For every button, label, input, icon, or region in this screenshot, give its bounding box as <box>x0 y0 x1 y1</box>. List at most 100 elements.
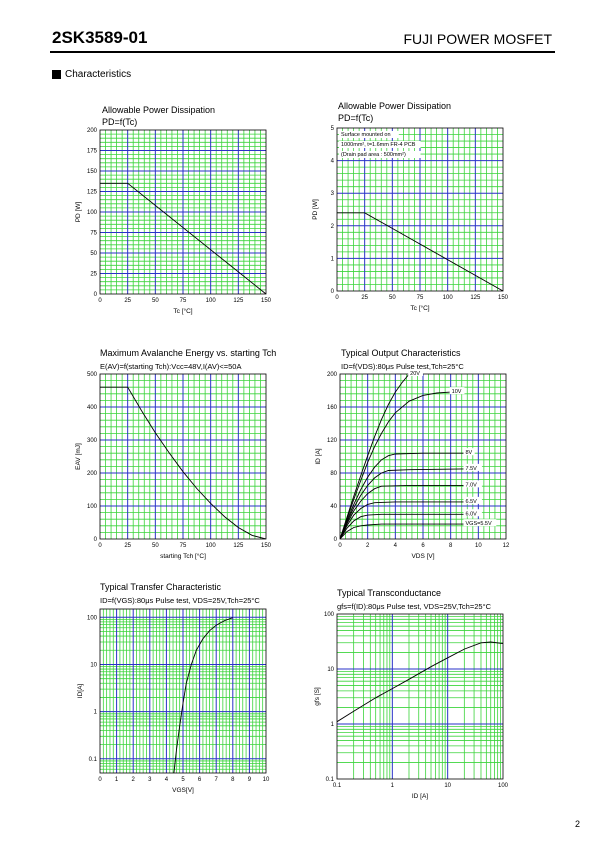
y-tick-label: 10 <box>327 667 334 673</box>
x-tick-label: 50 <box>389 295 396 301</box>
series-label: 6.0V <box>466 511 478 517</box>
x-tick-label: 0 <box>98 298 102 304</box>
x-tick-label: 1 <box>391 783 395 789</box>
y-axis-label: ID[A] <box>77 684 84 699</box>
y-tick-label: 1 <box>94 710 98 716</box>
x-tick-label: 10 <box>475 543 482 549</box>
chart-title: Allowable Power Dissipation <box>338 101 451 111</box>
series-line <box>340 391 451 539</box>
series-label-bg <box>449 387 465 395</box>
plot-frame <box>99 129 267 295</box>
plot-frame <box>336 613 504 780</box>
y-tick-label: 400 <box>87 405 98 411</box>
part-number: 2SK3589-01 <box>52 28 148 47</box>
x-tick-label: 125 <box>233 543 244 549</box>
y-tick-label: 0.1 <box>89 757 98 763</box>
y-tick-label: 100 <box>87 504 98 510</box>
x-tick-label: 6 <box>198 777 202 783</box>
y-tick-label: 200 <box>87 128 98 134</box>
chart-4: Typical Output Characteristics ID=f(VDS):… <box>315 348 510 560</box>
series-line <box>337 641 503 723</box>
y-tick-label: 0 <box>94 292 98 298</box>
chart-note: (Drain pad area : 500mm²) <box>341 152 406 158</box>
section-title: Characteristics <box>65 69 132 80</box>
plot-frame <box>99 608 267 774</box>
major-grid <box>100 609 266 773</box>
chart-subtitle: ID=f(VDS):80μs Pulse test,Tch=25°C <box>341 362 464 371</box>
x-axis-label: VDS [V] <box>411 553 434 560</box>
y-tick-label: 100 <box>87 210 98 216</box>
y-axis-label: PD [W] <box>312 199 319 220</box>
y-tick-label: 1 <box>331 722 335 728</box>
x-tick-label: 25 <box>124 298 131 304</box>
series-label: 6.5V <box>466 499 478 505</box>
x-tick-label: 8 <box>231 777 235 783</box>
y-tick-label: 300 <box>87 438 98 444</box>
x-tick-label: 2 <box>132 777 136 783</box>
x-tick-label: 100 <box>498 783 509 789</box>
x-tick-label: 0.1 <box>333 783 342 789</box>
series-label-bg <box>463 480 482 488</box>
chart-6: Typical Transconductance gfs=f(ID):80μs P… <box>314 588 509 800</box>
series-line <box>100 386 266 539</box>
y-tick-label: 75 <box>90 231 97 237</box>
chart-note: Surface mounted on <box>341 132 391 138</box>
y-tick-label: 4 <box>331 159 335 165</box>
x-tick-label: 4 <box>165 777 169 783</box>
y-tick-label: 2 <box>331 224 335 230</box>
y-tick-label: 120 <box>327 438 338 444</box>
x-tick-label: 25 <box>361 295 368 301</box>
chart-note: 1000mm², t=1.6mm FR-4 PCB <box>341 142 416 148</box>
x-tick-label: 7 <box>215 777 219 783</box>
y-tick-label: 1 <box>331 256 335 262</box>
major-grid <box>337 128 503 291</box>
header-rule <box>50 51 555 53</box>
chart-title: Typical Transfer Characteristic <box>100 582 222 592</box>
series-label: 10V <box>452 389 462 395</box>
series-label-bg <box>463 496 482 504</box>
plot-frame <box>336 127 504 292</box>
series-label: 7.5V <box>466 466 478 472</box>
series-group <box>100 182 266 294</box>
y-tick-label: 80 <box>330 471 337 477</box>
y-tick-label: 200 <box>87 471 98 477</box>
y-tick-label: 10 <box>90 662 97 668</box>
series-label-bg <box>463 463 482 471</box>
section-heading: Characteristics <box>52 69 131 80</box>
x-tick-label: 5 <box>181 777 185 783</box>
series-line <box>340 523 465 539</box>
x-tick-label: 9 <box>248 777 252 783</box>
x-axis-label: ID [A] <box>412 793 428 800</box>
section-bullet-icon <box>52 70 61 79</box>
y-tick-label: 150 <box>87 169 98 175</box>
x-tick-label: 100 <box>443 295 454 301</box>
x-tick-label: 75 <box>180 298 187 304</box>
y-tick-label: 100 <box>87 615 98 621</box>
chart-title: Typical Output Characteristics <box>341 348 461 358</box>
x-tick-label: 6 <box>421 543 425 549</box>
chart-subtitle: E(AV)=f(starting Tch):Vcc=48V,I(AV)<=50A <box>100 362 241 371</box>
chart-subtitle: PD=f(Tc) <box>338 113 373 123</box>
y-tick-label: 0 <box>334 537 338 543</box>
x-tick-label: 2 <box>366 543 370 549</box>
y-tick-label: 100 <box>324 612 335 618</box>
x-tick-label: 4 <box>394 543 398 549</box>
y-axis-label: gfs [S] <box>314 687 321 706</box>
y-tick-label: 25 <box>90 272 97 278</box>
y-tick-label: 50 <box>90 251 97 257</box>
series-line <box>100 182 266 294</box>
series-line <box>173 617 233 773</box>
product-line: FUJI POWER MOSFET <box>403 31 552 47</box>
series-line <box>340 468 465 539</box>
y-axis-label: PD [W] <box>75 202 82 223</box>
x-tick-label: 12 <box>503 543 510 549</box>
series-group <box>100 386 266 539</box>
series-label: 20V <box>410 371 420 377</box>
y-axis-label: EAV [mJ] <box>75 443 82 470</box>
series-label-bg <box>408 369 423 376</box>
series-line <box>340 513 465 539</box>
y-tick-label: 200 <box>327 372 338 378</box>
x-tick-label: 75 <box>180 543 187 549</box>
series-group <box>337 212 503 291</box>
